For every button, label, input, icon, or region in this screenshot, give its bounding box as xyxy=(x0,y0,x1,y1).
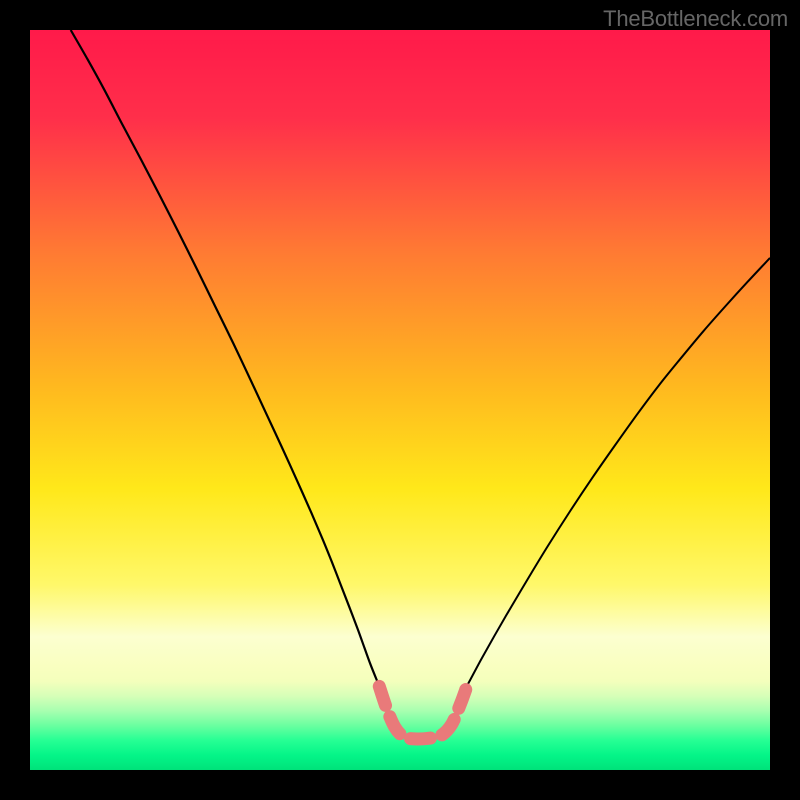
chart-canvas xyxy=(0,0,800,800)
chart-frame: TheBottleneck.com xyxy=(0,0,800,800)
watermark: TheBottleneck.com xyxy=(603,6,788,32)
plot-background xyxy=(30,30,770,770)
